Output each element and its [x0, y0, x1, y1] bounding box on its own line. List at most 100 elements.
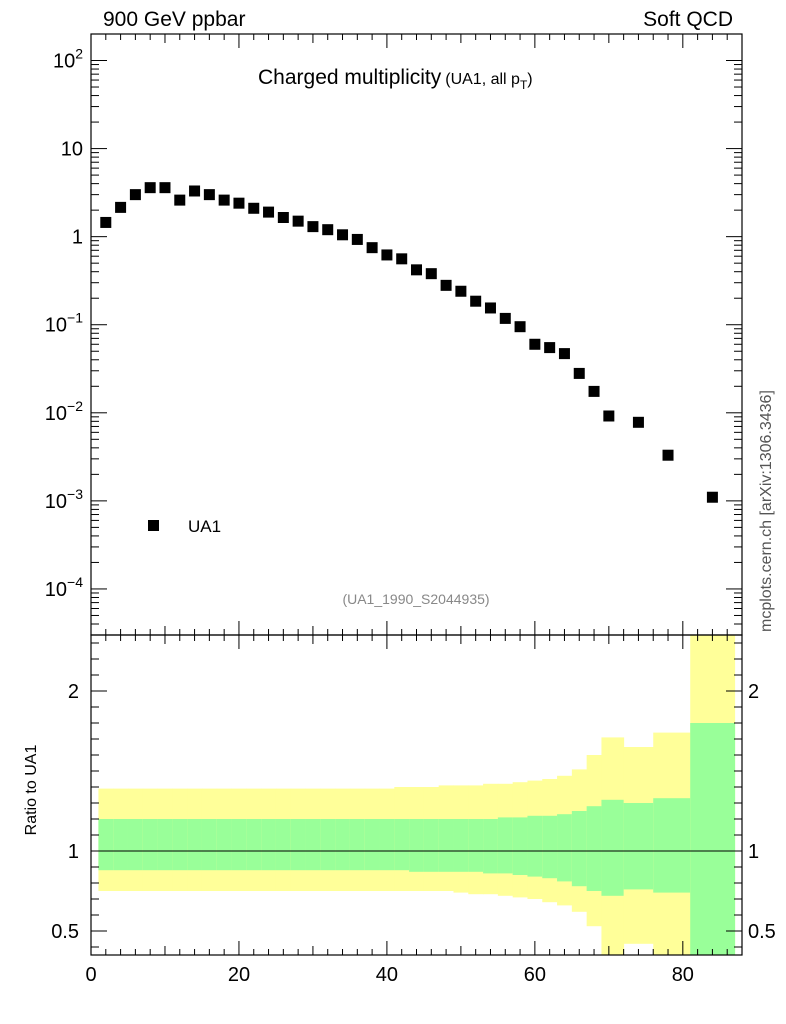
ratio-tick-label-right: 0.5	[748, 921, 776, 943]
x-tick-label: 20	[228, 964, 250, 986]
legend-marker	[148, 520, 159, 531]
green-band-bin	[335, 819, 351, 871]
green-band-bin	[201, 819, 218, 871]
ratio-tick-label-right: 2	[748, 681, 759, 703]
y-tick-label: 10−2	[45, 398, 83, 425]
y-tick-label: 102	[53, 46, 83, 73]
green-band-bin	[690, 723, 736, 955]
data-point	[514, 321, 526, 333]
green-band-bin	[290, 819, 307, 871]
ratio-tick-label-left: 2	[68, 681, 79, 703]
data-point	[277, 212, 289, 224]
green-band-bin	[349, 819, 366, 871]
green-band-bin	[409, 819, 425, 872]
y-tick-label: 10−3	[45, 486, 83, 513]
green-band-bin	[127, 819, 144, 871]
green-band-bin	[542, 815, 558, 879]
x-tick-label: 40	[376, 964, 398, 986]
green-band-bin	[275, 819, 292, 871]
data-point	[396, 253, 408, 265]
y-tick-label: 1	[72, 227, 83, 249]
y-tick-label: 10−1	[45, 310, 83, 337]
data-point	[100, 216, 112, 228]
data-point	[706, 491, 718, 503]
axes	[90, 33, 743, 956]
green-band-bin	[557, 814, 573, 882]
green-band-bin	[453, 819, 469, 872]
green-band-bin	[379, 819, 395, 871]
y-tick-label: 10−4	[45, 574, 83, 601]
upper-frame	[90, 33, 743, 636]
x-tick-label: 60	[524, 964, 546, 986]
green-band-bin	[423, 819, 440, 872]
green-band-bin	[527, 815, 543, 877]
ratio-tick-label-left: 0.5	[51, 921, 79, 943]
data-point	[174, 194, 186, 206]
green-band-bin	[187, 819, 203, 871]
data-point	[425, 268, 437, 280]
green-band-bin	[483, 819, 499, 874]
green-band-bin	[653, 798, 691, 893]
chart-title: Charged multiplicity (UA1, all pT)	[258, 66, 533, 92]
data-point	[144, 182, 156, 194]
data-point	[470, 295, 482, 307]
data-point	[573, 367, 585, 379]
data-point	[263, 206, 275, 218]
data-point	[292, 215, 304, 227]
data-point	[544, 342, 556, 354]
x-tick-label: 0	[85, 964, 96, 986]
data-point	[115, 201, 127, 213]
ratio-bands	[91, 635, 742, 955]
green-band-bin	[142, 819, 159, 871]
green-band-bin	[172, 819, 188, 871]
green-band-bin	[246, 819, 262, 871]
data-point	[588, 385, 600, 397]
data-point	[337, 229, 349, 241]
data-point	[662, 449, 674, 461]
green-band-bin	[468, 819, 484, 872]
green-band-bin	[261, 819, 277, 871]
green-band-bin	[571, 811, 588, 887]
data-point	[603, 410, 615, 422]
data-point	[203, 189, 215, 201]
data-point	[484, 302, 496, 314]
green-band-bin	[497, 817, 514, 874]
y-tick-label: 10	[61, 139, 83, 161]
data-point	[366, 242, 378, 254]
header-left-label: 900 GeV ppbar	[103, 8, 246, 31]
data-point	[129, 189, 141, 201]
data-point	[233, 197, 245, 209]
data-points	[100, 182, 718, 503]
green-band-bin	[394, 819, 410, 871]
green-band-bin	[157, 819, 173, 871]
data-point	[351, 233, 363, 245]
green-band-bin	[601, 799, 625, 896]
ratio-tick-label-right: 1	[748, 841, 759, 863]
x-tick-label: 80	[672, 964, 694, 986]
green-band-bin	[305, 819, 321, 871]
green-band-bin	[231, 819, 247, 871]
ratio-tick-label-left: 1	[68, 841, 79, 863]
data-point	[558, 348, 570, 360]
data-point	[248, 202, 260, 214]
data-point	[189, 185, 201, 197]
header-right-label: Soft QCD	[643, 8, 733, 31]
chart-labels: 0 20 40 60 80 102 10 1 10−1 10−2 10−3 10−4 2 2 1 1 0.5 0.…	[23, 46, 776, 986]
data-point	[411, 264, 422, 276]
green-band-bin	[364, 819, 381, 871]
legend-label: UA1	[188, 517, 221, 536]
data-point	[499, 312, 511, 324]
green-band-bin	[623, 803, 654, 890]
green-band-bin	[512, 817, 528, 875]
data-point	[440, 279, 452, 291]
data-point	[632, 416, 644, 428]
data-point	[159, 182, 171, 194]
data-point	[218, 194, 230, 206]
green-band-bin	[586, 806, 602, 891]
green-band-bin	[216, 819, 233, 871]
data-point	[381, 249, 393, 261]
green-band-bin	[113, 819, 129, 871]
green-band-bin	[438, 819, 454, 872]
reference-label: (UA1_1990_S2044935)	[342, 591, 489, 607]
